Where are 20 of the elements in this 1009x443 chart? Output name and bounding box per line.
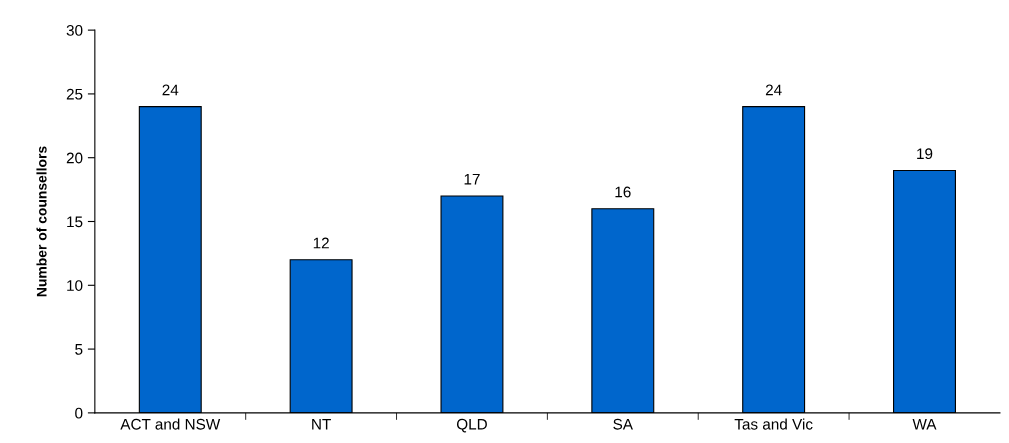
- data-label: 19: [917, 148, 933, 160]
- y-tick-label: 30: [66, 24, 83, 36]
- y-tick-label: 5: [75, 344, 83, 355]
- data-label: 24: [765, 84, 782, 96]
- y-tick-label: 25: [66, 88, 83, 100]
- data-label: 24: [162, 84, 179, 96]
- y-tick-label: 10: [67, 280, 83, 291]
- y-tick-label: 20: [66, 152, 83, 164]
- x-tick-label: Tas and Vic: [734, 418, 813, 430]
- x-tick-label: WA: [912, 418, 937, 430]
- y-tick-label: 0: [75, 407, 83, 419]
- y-tick-label: 15: [67, 216, 83, 228]
- data-label: 16: [615, 186, 631, 198]
- x-tick-label: SA: [613, 418, 633, 430]
- x-tick-label: QLD: [456, 418, 487, 433]
- data-label: 12: [313, 237, 329, 249]
- x-tick-label: NT: [312, 418, 331, 430]
- data-label: 17: [464, 173, 480, 185]
- y-axis-title: Number of counsellors: [36, 146, 47, 297]
- x-tick-label: ACT and NSW: [120, 418, 221, 430]
